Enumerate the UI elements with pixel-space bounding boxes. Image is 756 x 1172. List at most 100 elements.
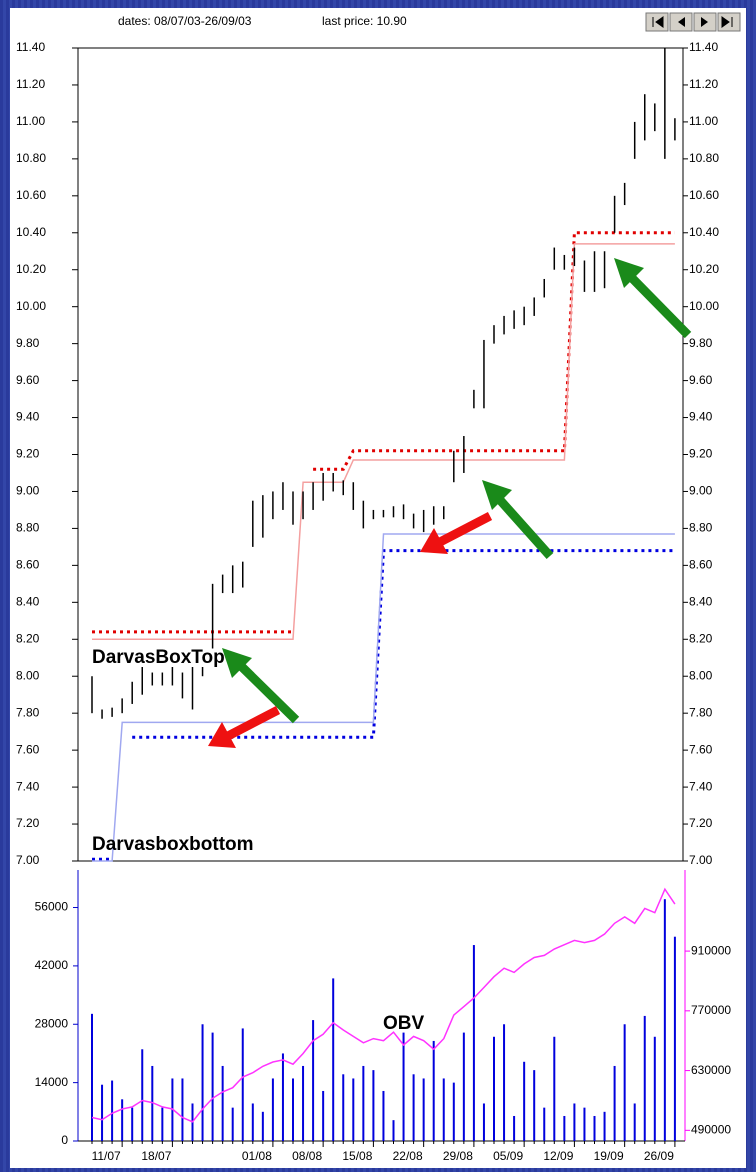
y2-tick-label: 9.60 <box>689 373 713 387</box>
y-tick-label: 42000 <box>35 958 69 972</box>
red-arrowhead <box>208 722 236 748</box>
box-dotted-line <box>92 549 675 861</box>
volume-bar <box>372 1070 375 1141</box>
green-arrowhead <box>222 648 252 678</box>
y-tick-label: 10.80 <box>16 151 46 165</box>
volume-bar <box>543 1107 546 1141</box>
x-tick-label: 22/08 <box>393 1149 423 1163</box>
volume-bar <box>653 1036 656 1141</box>
y-tick-label: 8.60 <box>16 558 40 572</box>
y-tick-label: 9.00 <box>16 484 40 498</box>
volume-bar <box>161 1107 164 1141</box>
volume-bar <box>332 978 335 1141</box>
volume-bar <box>442 1078 445 1141</box>
volume-bar <box>352 1078 355 1141</box>
volume-bar <box>482 1103 485 1141</box>
volume-bar <box>593 1115 596 1141</box>
volume-bar <box>201 1024 204 1141</box>
green-arrow <box>496 497 554 559</box>
y2-tick-label: 11.20 <box>689 77 718 91</box>
green-arrowhead <box>482 480 512 510</box>
y2-tick-label: 8.60 <box>689 558 713 572</box>
y-tick-label: 11.20 <box>16 77 45 91</box>
dates-label: dates: 08/07/03-26/09/03 <box>118 14 252 28</box>
volume-bar <box>141 1049 144 1141</box>
volume-bar <box>281 1053 284 1141</box>
green-arrowhead <box>614 258 644 288</box>
y-tick-label: 10.40 <box>16 225 46 239</box>
y2-tick-label: 7.40 <box>689 779 713 793</box>
volume-bar <box>231 1107 234 1141</box>
volume-bar <box>452 1082 455 1141</box>
next-icon <box>701 17 708 27</box>
volume-bar <box>603 1111 606 1141</box>
y-tick-label: 7.60 <box>16 742 40 756</box>
volume-bar <box>312 1020 315 1141</box>
x-tick-label: 26/09 <box>644 1149 674 1163</box>
volume-bar <box>261 1111 264 1141</box>
volume-bar <box>462 1032 465 1141</box>
green-arrow <box>236 661 300 724</box>
y2-tick-label: 7.20 <box>689 816 713 830</box>
volume-bar <box>151 1065 154 1141</box>
volume-bar <box>533 1070 536 1141</box>
y-tick-label: 9.20 <box>16 447 40 461</box>
x-tick-label: 15/08 <box>342 1149 372 1163</box>
volume-bar <box>101 1084 104 1141</box>
y-tick-label: 10.00 <box>16 299 46 313</box>
red-arrow <box>225 706 281 740</box>
y2-tick-label: 910000 <box>691 943 731 957</box>
volume-bar <box>432 1040 435 1141</box>
y2-tick-label: 630000 <box>691 1063 731 1077</box>
volume-bar <box>402 1032 405 1141</box>
y2-tick-label: 9.80 <box>689 336 713 350</box>
x-tick-label: 18/07 <box>141 1149 171 1163</box>
y-tick-label: 14000 <box>35 1075 69 1089</box>
y2-tick-label: 8.40 <box>689 594 713 608</box>
y2-tick-label: 10.20 <box>689 262 719 276</box>
volume-bar <box>412 1074 415 1141</box>
x-tick-label: 19/09 <box>594 1149 624 1163</box>
volume-bar <box>513 1115 516 1141</box>
last-icon <box>721 16 733 28</box>
x-tick-label: 12/09 <box>543 1149 573 1163</box>
legend-label: Darvasboxbottom <box>92 834 254 855</box>
y2-tick-label: 8.00 <box>689 668 713 682</box>
box-dotted-line <box>92 231 675 634</box>
volume-bar <box>613 1065 616 1141</box>
y-tick-label: 8.00 <box>16 668 40 682</box>
x-tick-label: 05/09 <box>493 1149 523 1163</box>
volume-bar <box>181 1078 184 1141</box>
volume-bar <box>362 1065 365 1141</box>
volume-bar <box>382 1090 385 1141</box>
volume-bar <box>131 1107 134 1141</box>
y2-tick-label: 8.80 <box>689 521 713 535</box>
volume-bar <box>673 936 676 1141</box>
darvas-line <box>92 243 675 641</box>
x-tick-label: 01/08 <box>242 1149 272 1163</box>
volume-bar <box>523 1061 526 1141</box>
y2-tick-label: 10.40 <box>689 225 719 239</box>
y-tick-label: 8.80 <box>16 521 40 535</box>
volume-bar <box>472 945 475 1141</box>
red-arrow <box>437 512 493 546</box>
nav-buttons[interactable] <box>645 12 741 32</box>
y-tick-label: 9.40 <box>16 410 40 424</box>
volume-bar <box>241 1028 244 1141</box>
volume-bar <box>211 1032 214 1141</box>
y2-tick-label: 11.40 <box>689 40 718 54</box>
y-tick-label: 8.20 <box>16 631 40 645</box>
series-label: OBV <box>383 1013 425 1034</box>
y-tick-label: 28000 <box>35 1016 69 1030</box>
y2-tick-label: 7.00 <box>689 853 713 867</box>
volume-bar <box>493 1036 495 1141</box>
darvas-line <box>92 533 675 862</box>
y-tick-label: 9.60 <box>16 373 40 387</box>
volume-bar <box>342 1074 345 1141</box>
volume-bar <box>292 1078 294 1141</box>
y-tick-label: 11.00 <box>16 114 45 128</box>
volume-bar <box>573 1103 576 1141</box>
volume-bar <box>623 1024 626 1141</box>
y2-tick-label: 9.40 <box>689 410 713 424</box>
